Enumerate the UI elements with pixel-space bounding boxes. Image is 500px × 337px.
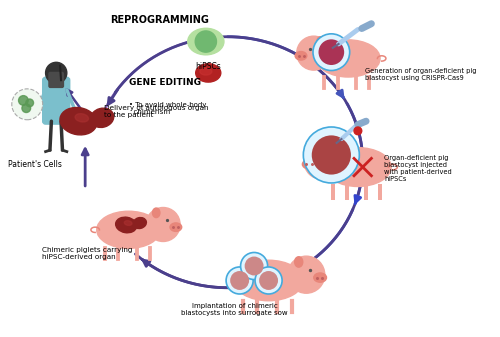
Ellipse shape xyxy=(314,273,326,282)
Circle shape xyxy=(325,56,330,61)
Text: Implantation of chimeric
blastocysts into surrogate sow: Implantation of chimeric blastocysts int… xyxy=(182,303,288,316)
Text: GENE EDITING: GENE EDITING xyxy=(128,78,200,87)
Text: Organ-deficient pig
blastocyst injected
with patient-derived
hiPSCs: Organ-deficient pig blastocyst injected … xyxy=(384,155,452,182)
Circle shape xyxy=(264,274,268,277)
Ellipse shape xyxy=(152,208,160,218)
Circle shape xyxy=(264,283,268,287)
Circle shape xyxy=(12,89,42,120)
Circle shape xyxy=(246,264,250,268)
Text: • To avoid whole-body
  chimerism: • To avoid whole-body chimerism xyxy=(128,102,206,115)
Circle shape xyxy=(244,279,247,282)
Circle shape xyxy=(255,259,259,263)
Circle shape xyxy=(322,161,330,169)
Circle shape xyxy=(332,43,338,48)
Ellipse shape xyxy=(200,68,212,75)
Circle shape xyxy=(332,56,338,61)
Circle shape xyxy=(270,283,274,287)
Ellipse shape xyxy=(295,52,307,60)
Circle shape xyxy=(288,256,325,293)
Ellipse shape xyxy=(324,148,391,186)
Text: Generation of organ-deficient pig
blastocyst using CRISPR-Cas9: Generation of organ-deficient pig blasto… xyxy=(365,68,476,81)
Ellipse shape xyxy=(116,217,136,233)
Circle shape xyxy=(232,279,236,282)
Circle shape xyxy=(272,279,276,282)
Circle shape xyxy=(312,135,351,175)
Circle shape xyxy=(334,161,341,169)
Circle shape xyxy=(270,274,274,277)
Circle shape xyxy=(46,62,67,84)
Ellipse shape xyxy=(170,223,181,232)
Circle shape xyxy=(226,267,253,294)
Circle shape xyxy=(18,96,28,105)
Ellipse shape xyxy=(188,28,224,55)
Circle shape xyxy=(339,151,347,159)
Circle shape xyxy=(322,141,330,149)
Ellipse shape xyxy=(316,40,380,77)
Circle shape xyxy=(304,144,340,179)
Circle shape xyxy=(325,43,330,48)
Text: hiPSCs: hiPSCs xyxy=(196,62,221,71)
Circle shape xyxy=(146,208,180,242)
Circle shape xyxy=(244,256,264,275)
Circle shape xyxy=(250,269,253,273)
Circle shape xyxy=(255,269,259,273)
Circle shape xyxy=(334,141,341,149)
Circle shape xyxy=(230,271,249,290)
Circle shape xyxy=(318,39,344,65)
Circle shape xyxy=(22,104,30,113)
Ellipse shape xyxy=(234,260,304,301)
Circle shape xyxy=(235,283,238,287)
Ellipse shape xyxy=(90,108,114,127)
Ellipse shape xyxy=(96,211,160,248)
Circle shape xyxy=(255,267,282,294)
Circle shape xyxy=(240,252,268,279)
Ellipse shape xyxy=(196,64,221,82)
FancyBboxPatch shape xyxy=(42,77,70,124)
Circle shape xyxy=(316,151,324,159)
Text: Patient's Cells: Patient's Cells xyxy=(8,160,62,169)
Ellipse shape xyxy=(133,218,146,228)
Circle shape xyxy=(250,259,253,263)
Ellipse shape xyxy=(317,37,324,46)
Ellipse shape xyxy=(302,160,314,169)
Circle shape xyxy=(313,34,350,70)
FancyBboxPatch shape xyxy=(49,72,64,87)
Circle shape xyxy=(195,31,216,52)
Text: Chimeric piglets carrying
hiPSC-derived organ: Chimeric piglets carrying hiPSC-derived … xyxy=(42,247,132,260)
Circle shape xyxy=(240,283,244,287)
Circle shape xyxy=(235,274,238,277)
Circle shape xyxy=(26,99,34,107)
Ellipse shape xyxy=(124,221,132,225)
Circle shape xyxy=(304,127,360,183)
Text: REPROGRAMMING: REPROGRAMMING xyxy=(110,15,210,25)
Circle shape xyxy=(258,264,262,268)
Circle shape xyxy=(296,36,330,70)
Circle shape xyxy=(259,271,278,290)
Circle shape xyxy=(240,274,244,277)
Circle shape xyxy=(336,50,342,55)
Circle shape xyxy=(354,127,362,135)
Circle shape xyxy=(321,50,326,55)
Circle shape xyxy=(261,279,265,282)
Ellipse shape xyxy=(325,144,333,154)
Ellipse shape xyxy=(60,108,97,135)
Text: Delivery of autologous organ
to the patient: Delivery of autologous organ to the pati… xyxy=(104,105,209,118)
Ellipse shape xyxy=(75,114,88,122)
Ellipse shape xyxy=(294,257,303,267)
